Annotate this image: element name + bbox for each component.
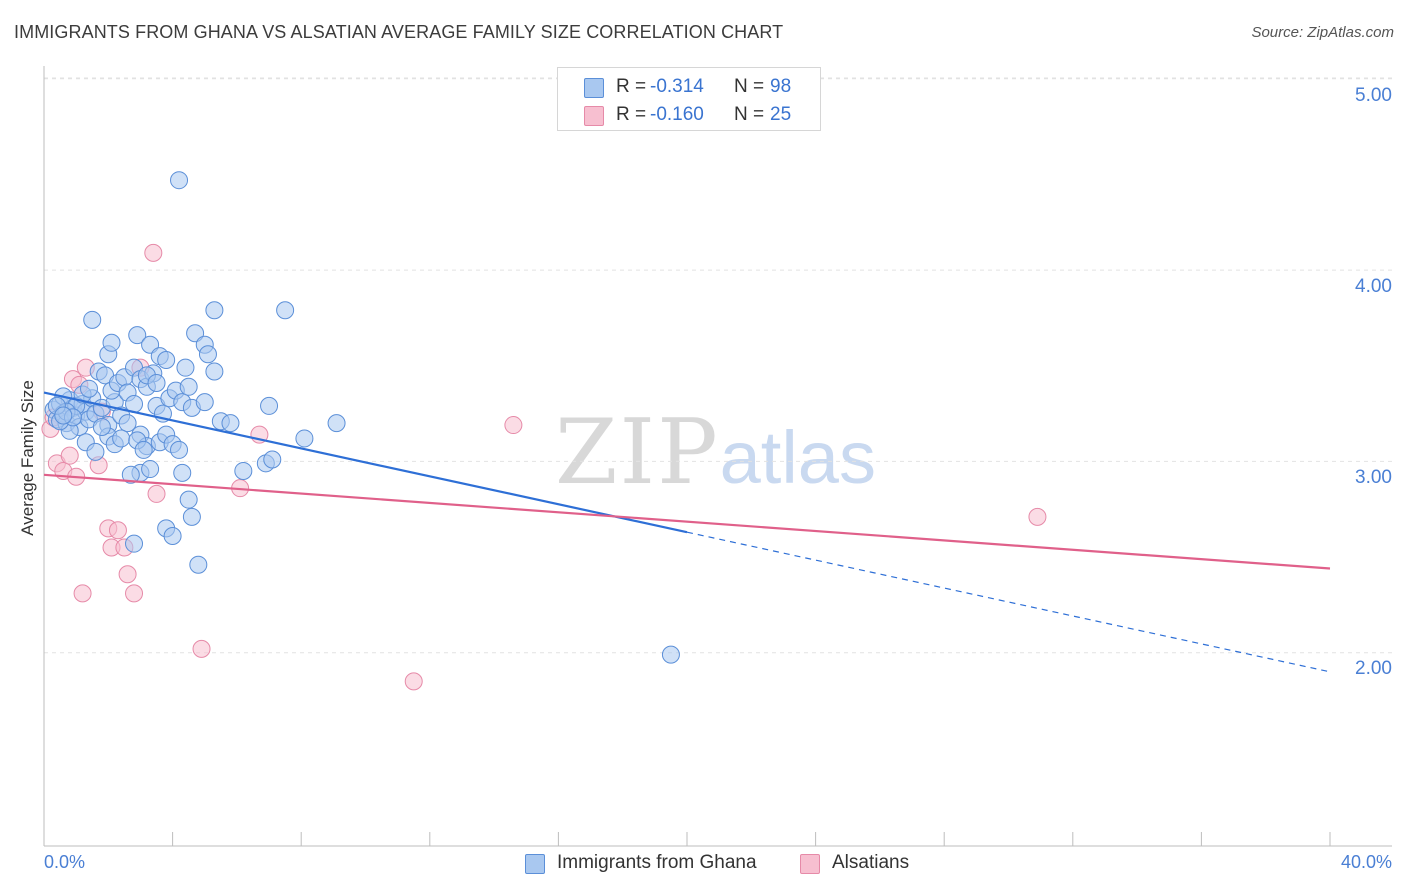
ghana-swatch (584, 78, 604, 98)
y-axis-label: Average Family Size (18, 380, 37, 536)
ghana-point (173, 463, 192, 482)
y-tick-label: 4.00 (1355, 276, 1392, 297)
legend-label: Alsatians (832, 852, 910, 873)
ghana-point (263, 450, 282, 469)
ghana-point (221, 414, 240, 433)
source-credit: Source: ZipAtlas.com (1251, 24, 1394, 41)
y-tick-label: 2.00 (1355, 658, 1392, 679)
alsatian-point (1028, 507, 1047, 526)
alsatian-point (118, 565, 137, 584)
ghana-point (182, 507, 201, 526)
alsatians-swatch (584, 106, 604, 126)
trend-lines (43, 391, 1331, 673)
ghana-point (102, 333, 121, 352)
y-tick-label: 5.00 (1355, 85, 1392, 106)
ghana-point (234, 461, 253, 480)
alsatian-point (60, 446, 79, 465)
alsatian-point (404, 672, 423, 691)
watermark-atlas: atlas (719, 416, 876, 499)
ghana-point (141, 335, 160, 354)
alsatian-point (504, 416, 523, 435)
alsatian-point (144, 243, 163, 262)
r-value: -0.160 (650, 104, 704, 125)
axes (43, 66, 1392, 847)
ghana-point (661, 645, 680, 664)
ghana-point (186, 324, 205, 343)
ghana-point (121, 465, 140, 484)
stats-row-alsatians: R = -0.160 N = 25 (558, 101, 820, 129)
ghana-point (86, 442, 105, 461)
ghana-point (125, 534, 144, 553)
ghana-point (83, 310, 102, 329)
ghana-point (260, 396, 279, 415)
alsatian-point (108, 521, 127, 540)
ghana-point (205, 362, 224, 381)
ghana-point (112, 429, 131, 448)
ghana-point (92, 417, 111, 436)
stats-legend: R = -0.314 N = 98 R = -0.160 N = 25 (557, 67, 821, 131)
ghana-point (54, 406, 73, 425)
ghana-point (134, 440, 153, 459)
ghana-point (205, 301, 224, 320)
watermark: ZIPatlas (555, 400, 876, 505)
r-label: R = (616, 76, 647, 97)
data-points (41, 171, 1047, 691)
alsatian-point (125, 584, 144, 603)
legend-label: Immigrants from Ghana (557, 852, 757, 873)
ghana-point (176, 358, 195, 377)
ghana-point (141, 460, 160, 479)
ghana-point (327, 414, 346, 433)
n-label: N = (734, 104, 765, 125)
ghana-point (157, 351, 176, 370)
ghana-point (170, 440, 189, 459)
ghana-point (170, 171, 189, 190)
ghana-point (147, 373, 166, 392)
alsatian-trend-line (43, 473, 1331, 570)
watermark-zip: ZIP (555, 400, 720, 505)
ghana-trend-line (43, 391, 688, 534)
y-tick-label: 3.00 (1355, 467, 1392, 488)
alsatian-point (73, 584, 92, 603)
chart-title: IMMIGRANTS FROM GHANA VS ALSATIAN AVERAG… (14, 22, 784, 42)
ghana-swatch (525, 854, 545, 874)
ghana-point (128, 326, 147, 345)
alsatians-swatch (800, 854, 820, 874)
n-value: 25 (770, 104, 792, 125)
ghana-point (198, 345, 217, 364)
r-label: R = (616, 104, 647, 125)
ghana-point (179, 377, 198, 396)
stats-row-ghana: R = -0.314 N = 98 (558, 73, 820, 101)
r-value: -0.314 (650, 76, 704, 97)
ghana-point (179, 490, 198, 509)
ghana-point (276, 301, 295, 320)
alsatian-point (147, 484, 166, 503)
x-tick-label-min: 0.0% (44, 852, 86, 872)
n-value: 98 (770, 76, 792, 97)
ghana-point (295, 429, 314, 448)
n-label: N = (734, 76, 765, 97)
ghana-trend-extension (686, 531, 1331, 673)
alsatian-point (192, 639, 211, 658)
ghana-point (163, 527, 182, 546)
ghana-point (189, 555, 208, 574)
ghana-point (80, 379, 99, 398)
ghana-point (118, 414, 137, 433)
gridlines (44, 77, 1392, 654)
x-tick-label-max: 40.0% (1340, 852, 1392, 872)
ghana-point (195, 393, 214, 412)
